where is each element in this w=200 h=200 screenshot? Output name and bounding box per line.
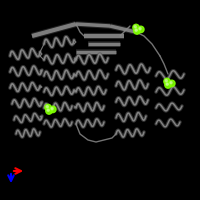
Circle shape (47, 109, 49, 111)
Circle shape (135, 29, 137, 31)
Circle shape (134, 28, 140, 34)
Circle shape (46, 108, 52, 114)
Circle shape (134, 26, 136, 28)
Circle shape (50, 106, 56, 113)
Circle shape (51, 107, 53, 110)
Circle shape (169, 80, 175, 87)
Circle shape (165, 80, 167, 82)
Circle shape (45, 104, 51, 111)
Circle shape (164, 78, 170, 85)
Circle shape (165, 82, 171, 88)
Circle shape (170, 81, 172, 84)
Circle shape (166, 83, 168, 85)
Circle shape (139, 27, 141, 30)
Circle shape (46, 106, 48, 108)
Circle shape (133, 24, 139, 31)
Circle shape (138, 26, 144, 33)
